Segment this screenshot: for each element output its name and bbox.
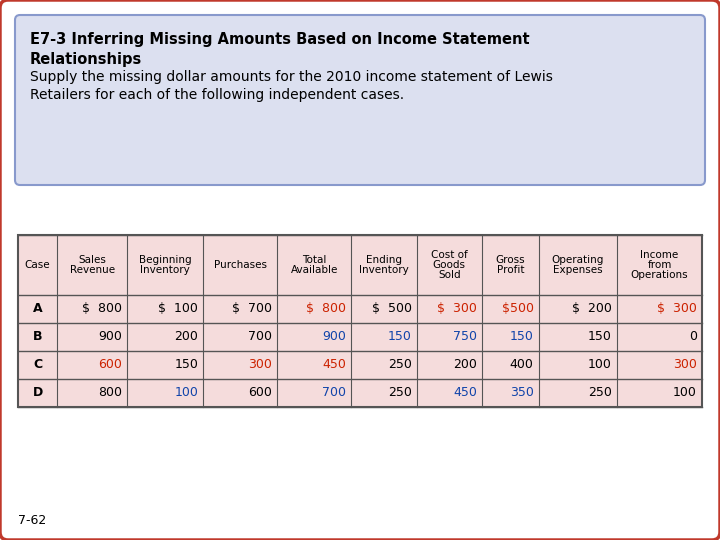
Text: $  300: $ 300: [657, 302, 697, 315]
Text: B: B: [33, 330, 42, 343]
Text: 350: 350: [510, 387, 534, 400]
Text: 250: 250: [388, 359, 412, 372]
Text: 450: 450: [323, 359, 346, 372]
Text: 7-62: 7-62: [18, 514, 46, 527]
Text: $500: $500: [502, 302, 534, 315]
Text: Beginning: Beginning: [139, 255, 192, 265]
Text: Purchases: Purchases: [214, 260, 266, 270]
Text: Profit: Profit: [497, 265, 524, 275]
Text: Operating: Operating: [552, 255, 604, 265]
Text: $  100: $ 100: [158, 302, 198, 315]
Text: D: D: [32, 387, 42, 400]
Text: $  800: $ 800: [306, 302, 346, 315]
Text: Sales: Sales: [78, 255, 106, 265]
Text: Inventory: Inventory: [140, 265, 190, 275]
Text: 0: 0: [689, 330, 697, 343]
Text: 750: 750: [453, 330, 477, 343]
Text: 900: 900: [98, 330, 122, 343]
Text: C: C: [33, 359, 42, 372]
Text: Available: Available: [291, 265, 338, 275]
Text: $  800: $ 800: [82, 302, 122, 315]
Text: 700: 700: [323, 387, 346, 400]
Text: 100: 100: [588, 359, 612, 372]
Text: Sold: Sold: [438, 270, 461, 280]
Text: 300: 300: [673, 359, 697, 372]
Text: Goods: Goods: [433, 260, 466, 270]
Text: 100: 100: [174, 387, 198, 400]
Text: 200: 200: [174, 330, 198, 343]
Text: Revenue: Revenue: [70, 265, 114, 275]
Text: Case: Case: [24, 260, 50, 270]
Text: 250: 250: [588, 387, 612, 400]
Bar: [18, 235, 702, 407]
Text: from: from: [647, 260, 672, 270]
Text: 150: 150: [510, 330, 534, 343]
Text: 900: 900: [323, 330, 346, 343]
Text: 200: 200: [453, 359, 477, 372]
Text: 600: 600: [248, 387, 272, 400]
Text: 800: 800: [98, 387, 122, 400]
Text: 450: 450: [453, 387, 477, 400]
Text: 150: 150: [388, 330, 412, 343]
Text: Total: Total: [302, 255, 326, 265]
Text: 100: 100: [673, 387, 697, 400]
Text: $  700: $ 700: [233, 302, 272, 315]
Bar: [18, 235, 702, 407]
Text: $  300: $ 300: [437, 302, 477, 315]
Text: 300: 300: [248, 359, 272, 372]
FancyBboxPatch shape: [15, 15, 705, 185]
Text: Supply the missing dollar amounts for the 2010 income statement of Lewis
Retaile: Supply the missing dollar amounts for th…: [30, 70, 553, 103]
Text: 400: 400: [510, 359, 534, 372]
Text: 150: 150: [174, 359, 198, 372]
Text: $  500: $ 500: [372, 302, 412, 315]
Text: E7-3 Inferring Missing Amounts Based on Income Statement
Relationships: E7-3 Inferring Missing Amounts Based on …: [30, 32, 530, 67]
Text: $  200: $ 200: [572, 302, 612, 315]
Text: Ending: Ending: [366, 255, 402, 265]
Text: Operations: Operations: [631, 270, 688, 280]
Text: Income: Income: [640, 250, 679, 260]
Text: 150: 150: [588, 330, 612, 343]
Text: Expenses: Expenses: [553, 265, 603, 275]
Text: Cost of: Cost of: [431, 250, 468, 260]
Text: Gross: Gross: [495, 255, 525, 265]
Text: Inventory: Inventory: [359, 265, 409, 275]
Text: 600: 600: [98, 359, 122, 372]
Text: A: A: [33, 302, 42, 315]
Text: 250: 250: [388, 387, 412, 400]
Text: 700: 700: [248, 330, 272, 343]
